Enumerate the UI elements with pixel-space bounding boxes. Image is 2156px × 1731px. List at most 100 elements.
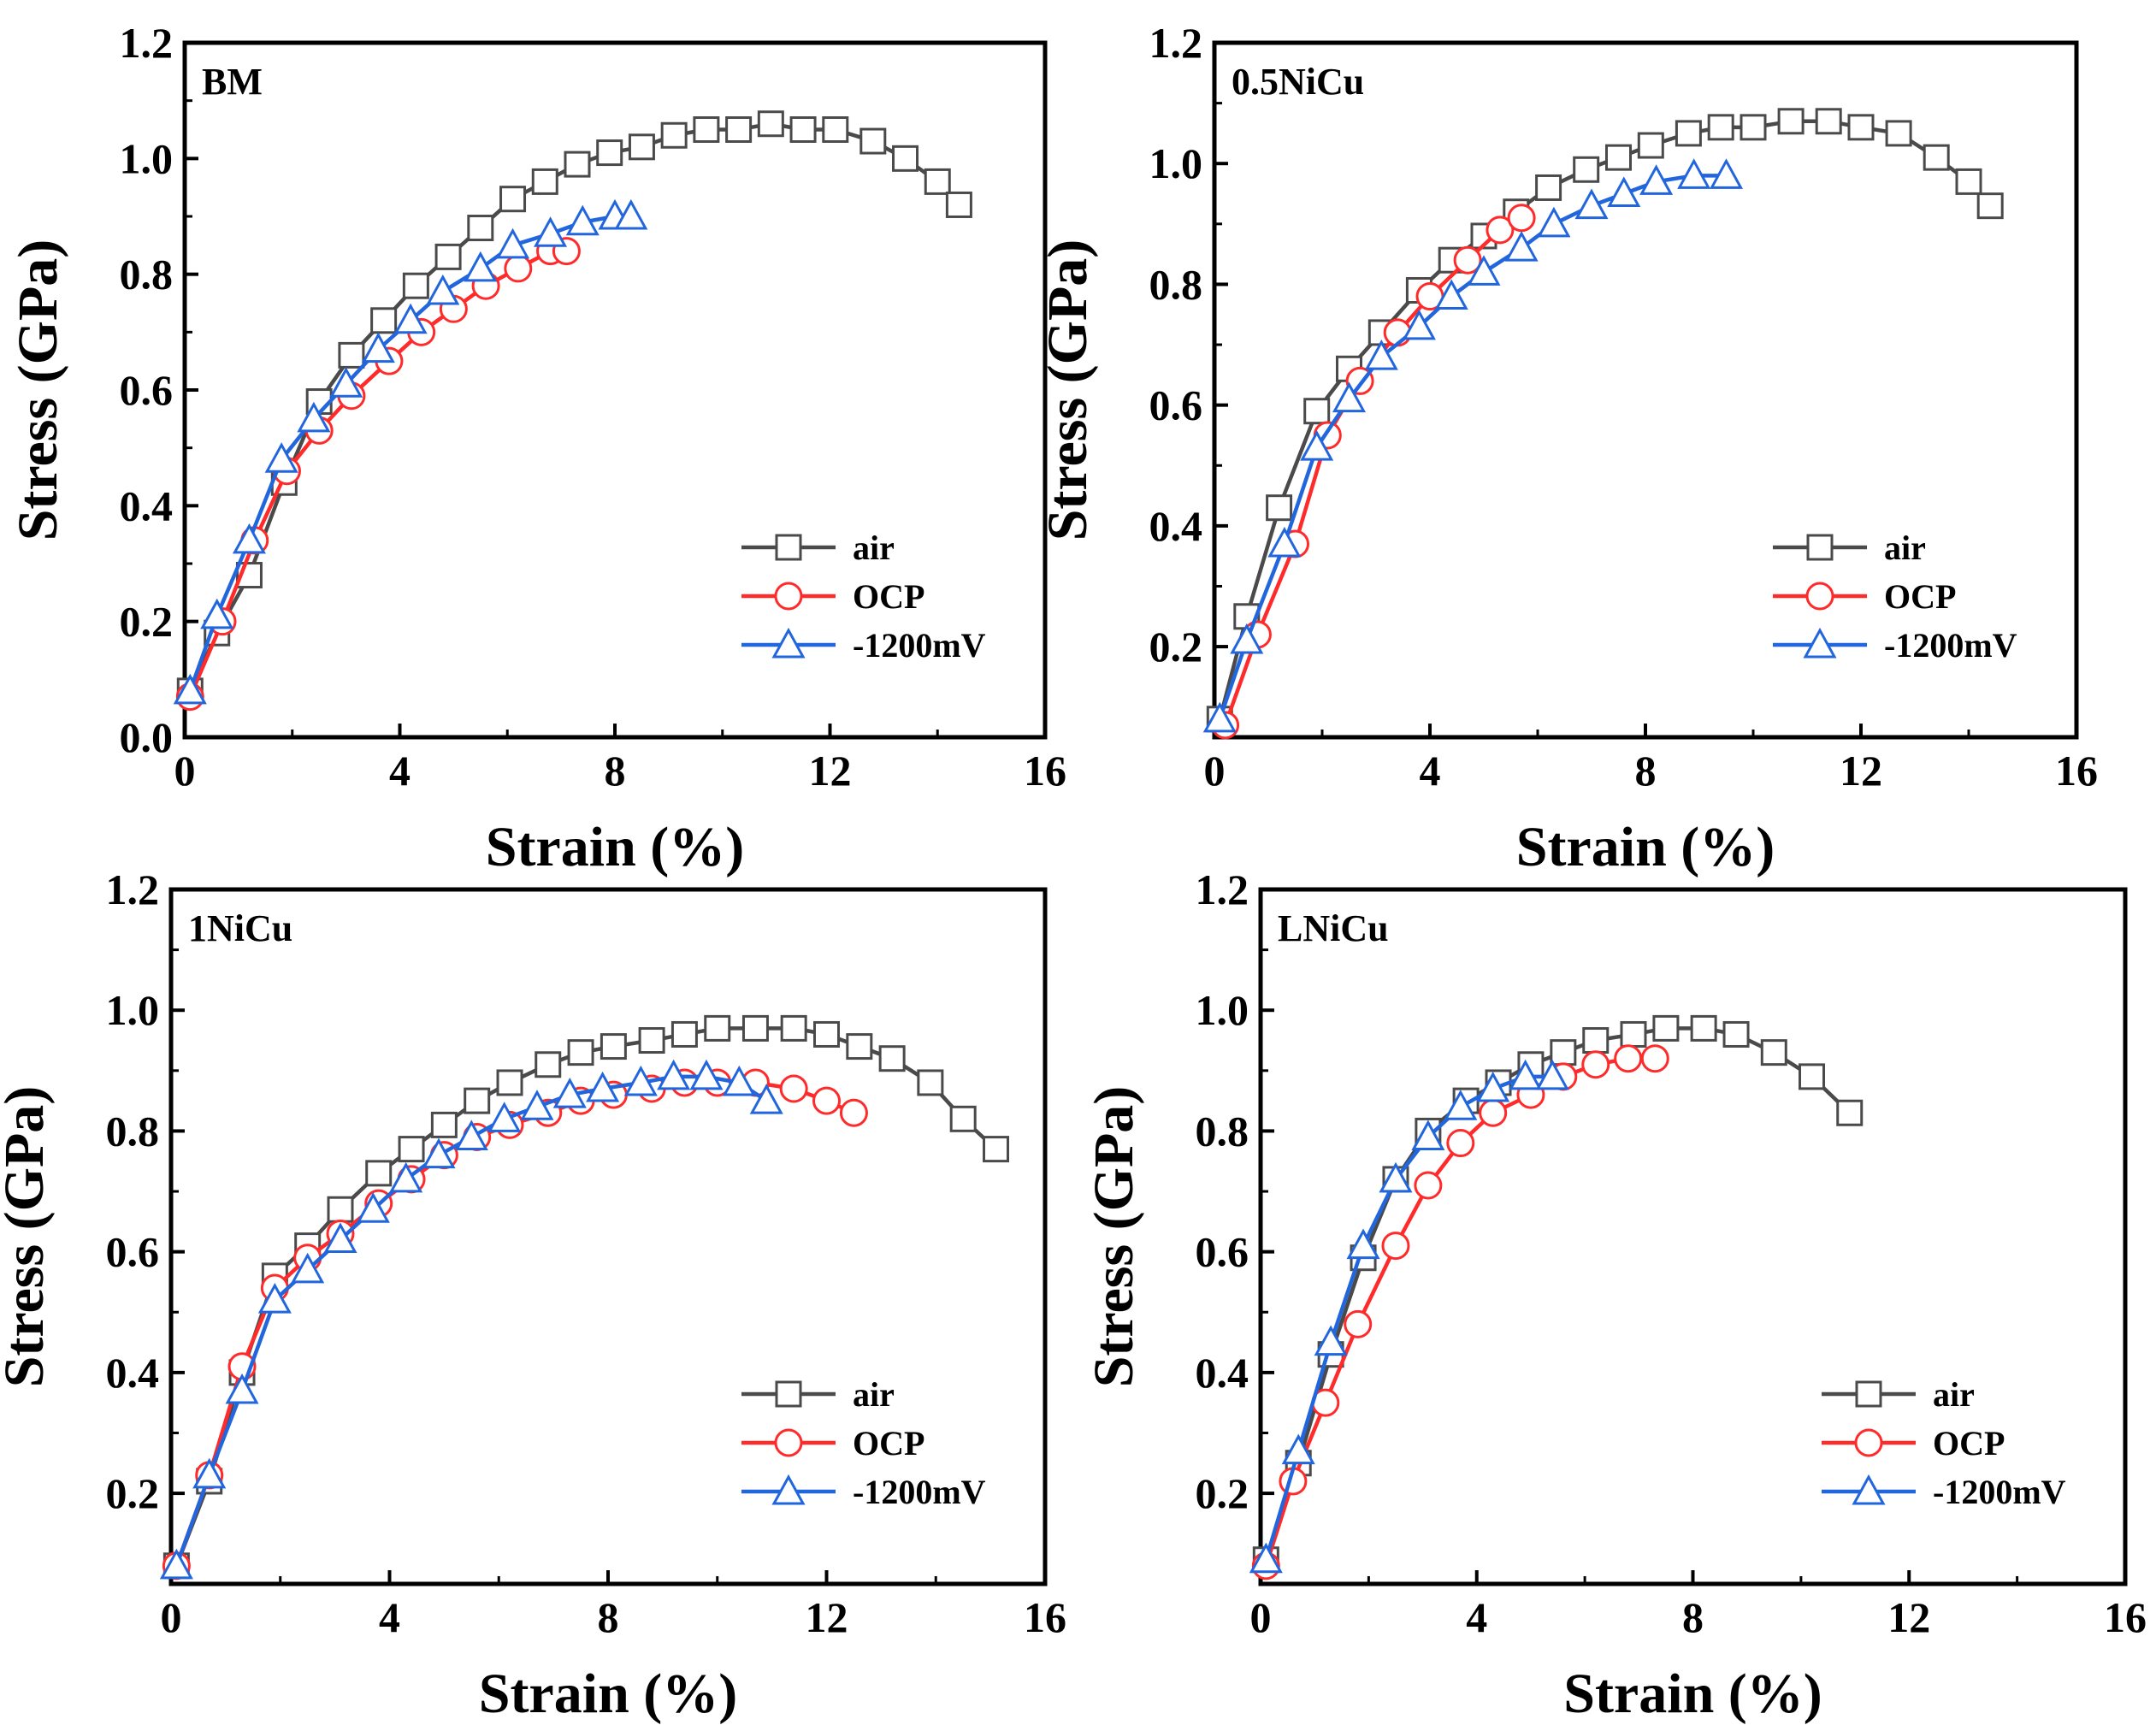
y-tick-label: 0.4 <box>1196 1349 1249 1397</box>
legend-label: -1200mV <box>853 626 986 665</box>
data-point-air <box>1740 114 1767 141</box>
data-point-air <box>365 1160 393 1187</box>
data-point--1200mv <box>1607 176 1641 208</box>
data-point-air <box>1582 1027 1610 1055</box>
series-line--1200mv <box>1218 174 1727 720</box>
y-tick-label: 1.2 <box>106 866 160 913</box>
data-point-air <box>789 116 817 143</box>
x-tick-label: 4 <box>1420 747 1441 795</box>
data-point-air <box>1955 168 1982 195</box>
data-point--1200mv <box>1709 158 1744 189</box>
y-tick-label: 0.8 <box>1149 260 1203 308</box>
legend-marker <box>1806 534 1834 561</box>
y-tick-label: 0.4 <box>106 1349 160 1397</box>
panel-05nicu: 0 4 8 12 16 0.2 0.4 0.6 0.8 1.0 1.2 Strain (%) Stres… <box>1037 19 2098 878</box>
x-tick-label: 0 <box>1250 1593 1272 1641</box>
data-point--1200mv <box>323 1222 357 1254</box>
y-tick-label: 0.0 <box>120 713 174 761</box>
y-tick-label: 0.6 <box>120 366 174 414</box>
data-point-ocp <box>1381 1232 1410 1261</box>
data-point--1200mv <box>623 1065 658 1096</box>
data-point-air <box>1266 494 1293 522</box>
x-axis-label: Strain (%) <box>1563 1663 1822 1725</box>
data-point--1200mv <box>1537 206 1571 238</box>
legend-marker <box>1803 627 1837 659</box>
x-tick-label: 12 <box>1887 1593 1930 1641</box>
data-point--1200mv <box>361 332 395 363</box>
x-tick-label: 8 <box>605 747 626 795</box>
data-point-air <box>1690 1014 1717 1042</box>
data-point-ocp <box>1507 204 1536 233</box>
data-point--1200mv <box>1467 255 1501 286</box>
y-axis-label: Stress (GPa) <box>7 239 69 541</box>
data-point-air <box>704 1014 731 1042</box>
data-point--1200mv <box>1411 1120 1445 1150</box>
data-point-air <box>564 151 591 178</box>
x-tick-label: 16 <box>2055 747 2098 795</box>
legend-label: OCP <box>853 1424 924 1462</box>
data-point-ocp <box>1446 1129 1475 1158</box>
data-point--1200mv <box>232 523 266 554</box>
data-point--1200mv <box>356 1192 390 1223</box>
data-point-air <box>402 272 429 299</box>
data-point-air <box>1550 1039 1577 1066</box>
legend-marker <box>1854 1428 1883 1457</box>
panel-title: 0.5NiCu <box>1232 61 1364 103</box>
data-point--1200mv <box>1249 1542 1283 1574</box>
legend-marker <box>771 627 806 659</box>
data-point-air <box>499 186 527 213</box>
x-axis-label: Strain (%) <box>1516 816 1775 878</box>
legend-label: -1200mV <box>853 1473 986 1511</box>
legend-label: -1200mV <box>1933 1473 2066 1511</box>
legend-label: OCP <box>1933 1424 2005 1462</box>
data-point--1200mv <box>1504 230 1539 262</box>
data-point-air <box>1799 1063 1826 1090</box>
legend-label: air <box>853 529 895 567</box>
data-point--1200mv <box>1574 188 1609 220</box>
y-tick-label: 1.0 <box>1149 139 1203 187</box>
data-point--1200mv <box>1314 1325 1348 1356</box>
y-axis-label: Stress (GPa) <box>1037 239 1099 541</box>
data-point-air <box>1722 1020 1750 1048</box>
y-tick-label: 0.6 <box>1149 381 1203 429</box>
y-tick-label: 0.8 <box>120 251 174 298</box>
y-tick-label: 1.2 <box>1149 19 1203 67</box>
data-point-air <box>1885 120 1912 147</box>
data-point-air <box>628 133 655 161</box>
data-point--1200mv <box>1332 381 1367 413</box>
data-point--1200mv <box>1639 164 1674 195</box>
data-point--1200mv <box>173 673 207 705</box>
panel-title: LNiCu <box>1278 907 1389 949</box>
data-point--1200mv <box>534 216 568 247</box>
legend-label: -1200mV <box>1884 626 2017 665</box>
data-point-air <box>725 116 753 143</box>
data-point--1200mv <box>1677 158 1711 189</box>
data-point--1200mv <box>225 1373 259 1404</box>
y-tick-label: 0.2 <box>106 1469 160 1517</box>
data-point--1200mv <box>1300 429 1334 461</box>
legend-label: air <box>1884 529 1926 567</box>
data-point--1200mv <box>689 1059 724 1090</box>
data-point-air <box>949 1105 977 1132</box>
data-point-air <box>467 215 494 242</box>
data-point-air <box>1303 398 1331 425</box>
y-tick-label: 0.8 <box>1196 1107 1249 1155</box>
data-point-air <box>531 168 558 195</box>
x-tick-label: 8 <box>1635 747 1657 795</box>
y-tick-label: 0.2 <box>120 598 174 646</box>
data-point-ocp <box>1344 1309 1373 1338</box>
data-point--1200mv <box>1281 1433 1315 1465</box>
y-axis-label: Stress (GPa) <box>1083 1086 1145 1388</box>
data-point--1200mv <box>1535 1059 1569 1090</box>
legend-marker <box>774 582 803 611</box>
data-point-air <box>822 116 849 143</box>
legend-marker <box>771 1474 806 1505</box>
data-point-air <box>600 1033 627 1060</box>
data-point-air <box>638 1027 665 1055</box>
series-line-ocp <box>1223 216 1523 726</box>
data-point-air <box>813 1020 840 1048</box>
data-point--1200mv <box>393 303 428 334</box>
data-point--1200mv <box>749 1084 783 1114</box>
legend-label: OCP <box>853 577 924 616</box>
